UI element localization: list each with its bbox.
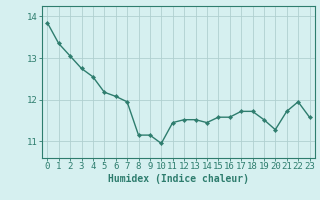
X-axis label: Humidex (Indice chaleur): Humidex (Indice chaleur) xyxy=(108,174,249,184)
